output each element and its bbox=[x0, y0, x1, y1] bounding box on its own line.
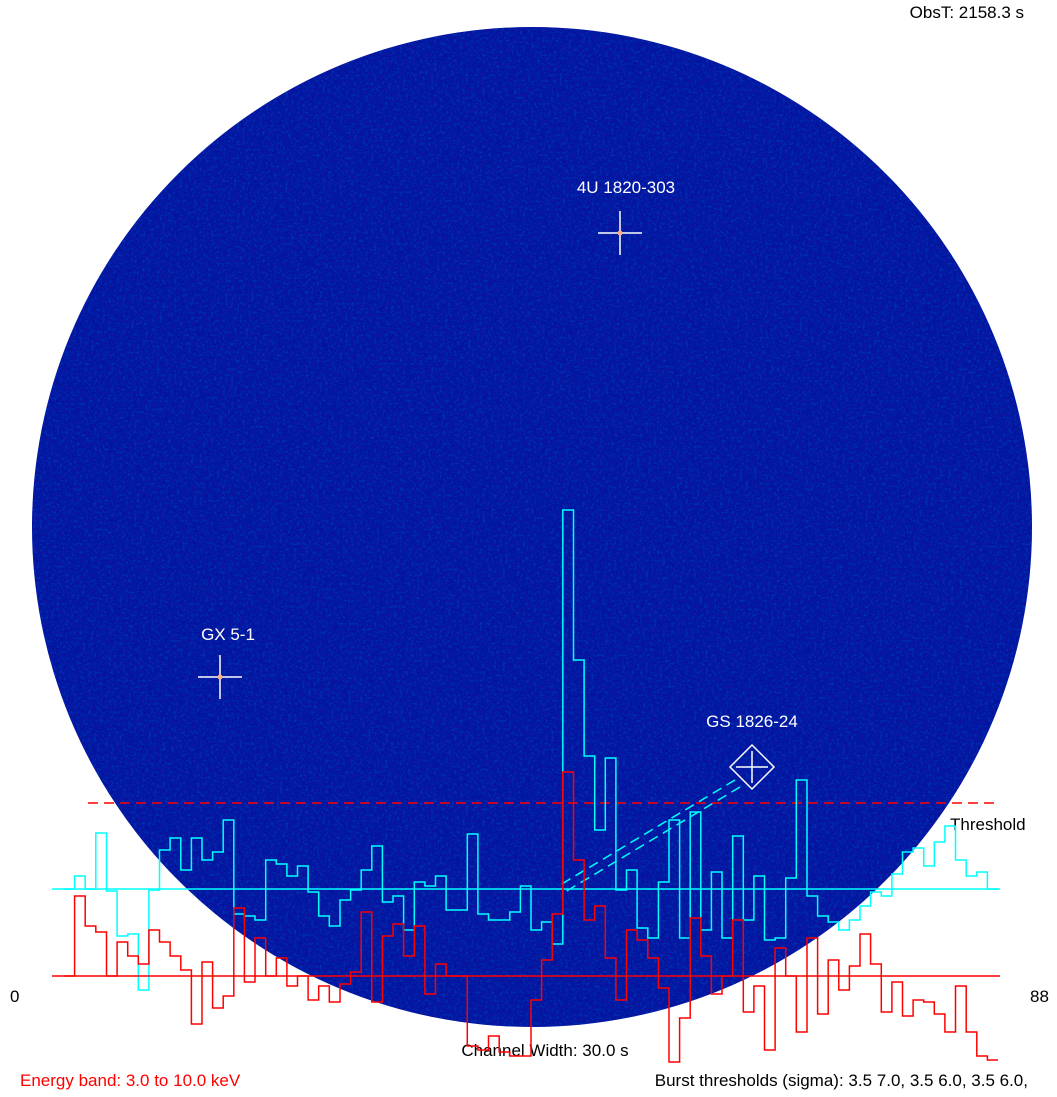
burst-thresholds: Burst thresholds (sigma): 3.5 7.0, 3.5 6… bbox=[655, 1071, 1028, 1090]
marker bbox=[218, 675, 223, 680]
threshold-label: Threshold bbox=[950, 815, 1026, 834]
axis-start: 0 bbox=[10, 987, 19, 1006]
axis-end: 88 bbox=[1030, 987, 1049, 1006]
sky-view: ObsT: 2158.3 s 4U 1820-303 GX 5-1 GS 182… bbox=[0, 0, 1057, 1097]
source-label: GX 5-1 bbox=[201, 625, 255, 644]
page: {"header": {"obs_time": "ObsT: 2158.3 s"… bbox=[0, 0, 1057, 1097]
marker bbox=[618, 231, 623, 236]
source-label: 4U 1820-303 bbox=[577, 178, 675, 197]
sky-image bbox=[32, 27, 1032, 1027]
obs-time: ObsT: 2158.3 s bbox=[910, 3, 1024, 22]
energy-band: Energy band: 3.0 to 10.0 keV bbox=[20, 1071, 241, 1090]
source-label: GS 1826-24 bbox=[706, 712, 798, 731]
